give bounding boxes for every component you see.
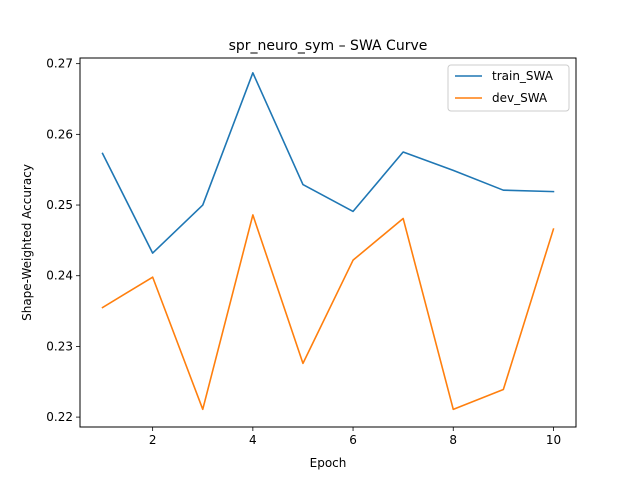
y-axis-ticks: 0.22 0.23 0.24 0.25 0.26 0.27 [46,57,80,424]
legend-label-dev-swa: dev_SWA [492,91,548,105]
series-line-train-swa [101,72,555,254]
series-line-dev-swa [101,214,555,411]
y-tick-label: 0.22 [46,410,73,424]
y-tick-label: 0.27 [46,57,73,71]
y-tick-label: 0.23 [46,339,73,353]
x-tick-label: 6 [349,433,357,447]
y-tick-label: 0.24 [46,269,73,283]
x-tick-label: 2 [149,433,157,447]
legend: train_SWA dev_SWA [447,64,570,112]
y-axis-label: Shape-Weighted Accuracy [20,164,34,321]
x-tick-label: 4 [249,433,257,447]
y-tick-label: 0.25 [46,198,73,212]
x-axis-ticks: 2 4 6 8 10 [149,427,561,447]
x-tick-label: 10 [546,433,561,447]
series-layer [101,72,555,411]
x-tick-label: 8 [449,433,457,447]
x-axis-label: Epoch [310,456,347,470]
plot-area-frame [79,57,577,428]
y-tick-label: 0.26 [46,127,73,141]
chart-title: spr_neuro_sym – SWA Curve [229,38,428,54]
legend-label-train-swa: train_SWA [492,69,554,83]
